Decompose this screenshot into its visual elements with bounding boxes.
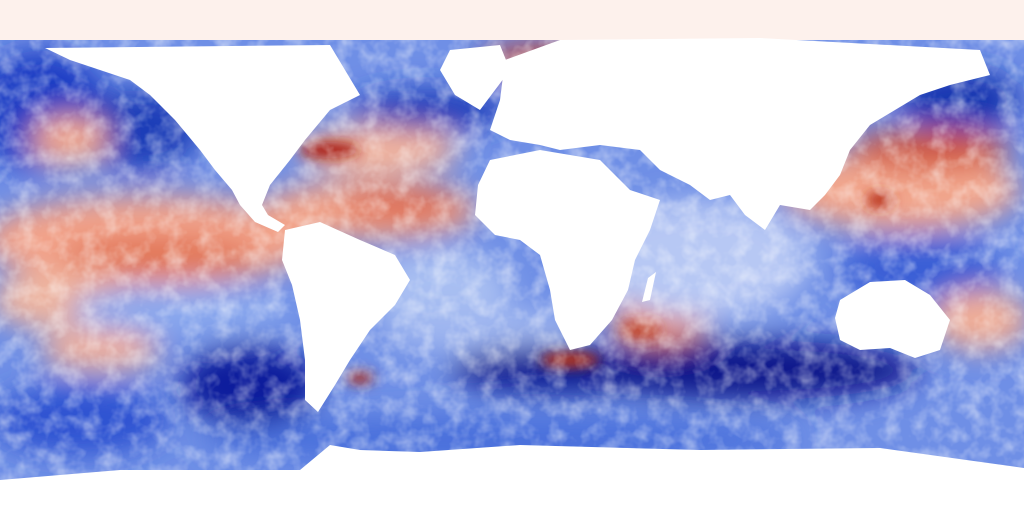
africa xyxy=(475,150,660,350)
eurasia xyxy=(490,38,990,230)
land xyxy=(0,38,1024,512)
north-america xyxy=(45,45,360,232)
antarctica xyxy=(0,445,1024,512)
madagascar xyxy=(642,272,656,302)
greenland xyxy=(440,45,510,110)
australia xyxy=(835,280,950,358)
south-america xyxy=(282,222,410,412)
